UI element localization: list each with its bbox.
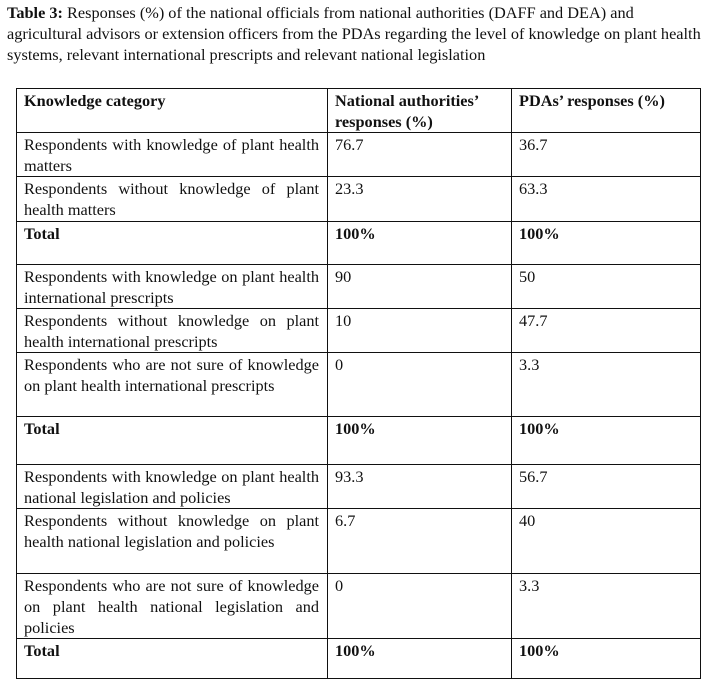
cell-category: Respondents who are not sure of knowledg…: [16, 573, 328, 639]
table-row: Respondents with knowledge of plant heal…: [16, 132, 701, 177]
knowledge-table: Knowledge category National authorities’…: [16, 88, 701, 679]
table-row: Respondents with knowledge on plant heal…: [16, 264, 701, 309]
cell-pdas: 100%: [511, 638, 701, 679]
cell-pdas: 3.3: [511, 352, 701, 417]
cell-national: 100%: [327, 416, 512, 465]
cell-national: 0: [327, 573, 512, 639]
cell-pdas: 100%: [511, 221, 701, 265]
cell-pdas: 40: [511, 508, 701, 574]
cell-national: 6.7: [327, 508, 512, 574]
cell-category: Respondents who are not sure of knowledg…: [16, 352, 328, 417]
cell-category: Total: [16, 638, 328, 679]
table-row: Respondents with knowledge on plant heal…: [16, 464, 701, 509]
cell-pdas: 47.7: [511, 308, 701, 353]
cell-category: Total: [16, 416, 328, 465]
table-row: Respondents without knowledge of plant h…: [16, 176, 701, 222]
table-caption: Table 3: Responses (%) of the national o…: [7, 2, 705, 65]
cell-pdas: 36.7: [511, 132, 701, 177]
cell-pdas: 56.7: [511, 464, 701, 509]
cell-national: 23.3: [327, 176, 512, 222]
header-pdas: PDAs’ responses (%): [511, 88, 701, 133]
cell-national: 93.3: [327, 464, 512, 509]
cell-category: Respondents without knowledge on plant h…: [16, 508, 328, 574]
cell-national: 100%: [327, 221, 512, 265]
table-row: Respondents without knowledge on plant h…: [16, 508, 701, 574]
cell-national: 90: [327, 264, 512, 309]
cell-category: Respondents without knowledge of plant h…: [16, 176, 328, 222]
table-row: Respondents who are not sure of knowledg…: [16, 352, 701, 417]
total-row: Total 100% 100%: [16, 221, 701, 265]
header-knowledge-category: Knowledge category: [16, 88, 328, 133]
table-row: Respondents who are not sure of knowledg…: [16, 573, 701, 639]
header-national-authorities: National authorities’ responses (%): [327, 88, 512, 133]
table-row: Respondents without knowledge on plant h…: [16, 308, 701, 353]
cell-category: Respondents with knowledge of plant heal…: [16, 132, 328, 177]
cell-category: Respondents with knowledge on plant heal…: [16, 264, 328, 309]
cell-pdas: 63.3: [511, 176, 701, 222]
cell-category: Respondents with knowledge on plant heal…: [16, 464, 328, 509]
cell-pdas: 3.3: [511, 573, 701, 639]
cell-national: 10: [327, 308, 512, 353]
cell-pdas: 50: [511, 264, 701, 309]
cell-national: 0: [327, 352, 512, 417]
total-row: Total 100% 100%: [16, 638, 701, 679]
cell-national: 100%: [327, 638, 512, 679]
cell-national: 76.7: [327, 132, 512, 177]
total-row: Total 100% 100%: [16, 416, 701, 465]
cell-pdas: 100%: [511, 416, 701, 465]
cell-category: Total: [16, 221, 328, 265]
table-label: Table 3:: [7, 3, 63, 22]
cell-category: Respondents without knowledge on plant h…: [16, 308, 328, 353]
caption-text: Responses (%) of the national officials …: [7, 3, 701, 64]
header-row: Knowledge category National authorities’…: [16, 88, 701, 133]
